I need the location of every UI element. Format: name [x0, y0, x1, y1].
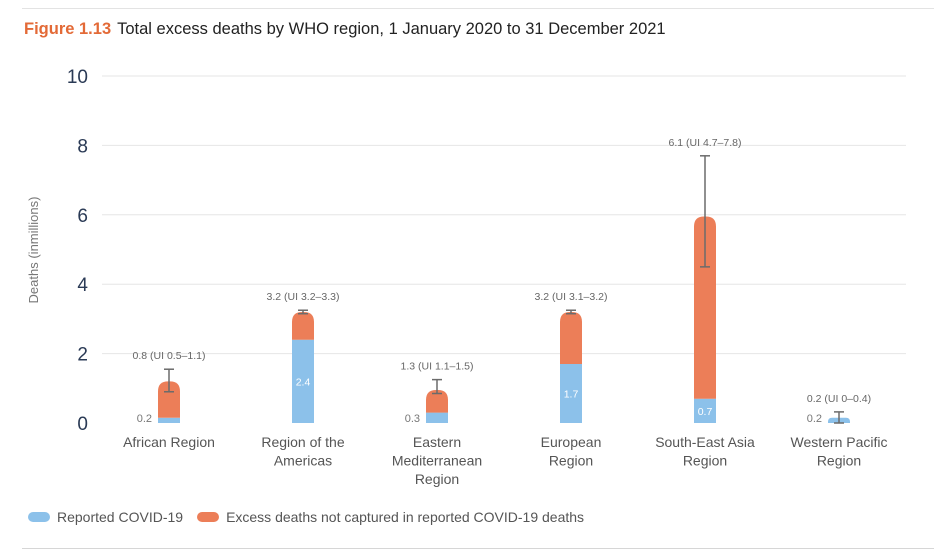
bar-excess [292, 311, 314, 340]
x-category-label: South-East Asia [655, 434, 755, 450]
y-tick-label: 4 [77, 275, 88, 296]
figure-title: Figure 1.13 Total excess deaths by WHO re… [24, 20, 666, 39]
legend-item-excess: Excess deaths not captured in reported C… [197, 509, 584, 525]
bar-excess [560, 311, 582, 365]
total-value-label: 3.2 (UI 3.2–3.3) [267, 291, 340, 303]
x-category-label: Mediterranean [392, 453, 482, 469]
total-value-label: 3.2 (UI 3.1–3.2) [535, 291, 608, 303]
legend-item-reported: Reported COVID-19 [28, 509, 183, 525]
reported-value-label: 0.2 [137, 413, 152, 425]
bar-reported [292, 339, 314, 423]
x-category-label: Region [415, 471, 459, 487]
reported-value-label: 1.7 [564, 389, 579, 401]
reported-value-label: 0.3 [405, 413, 420, 425]
reported-value-label: 0.7 [698, 406, 713, 418]
y-axis-label: Deaths (inmillions) [26, 197, 41, 304]
reported-value-label: 2.4 [296, 376, 311, 388]
reported-value-label: 0.2 [807, 413, 822, 425]
bar-excess [158, 381, 180, 418]
legend-label-reported: Reported COVID-19 [57, 509, 184, 525]
total-value-label: 6.1 (UI 4.7–7.8) [669, 137, 742, 149]
y-tick-label: 2 [77, 345, 88, 366]
x-category-label: African Region [123, 434, 215, 450]
x-category-label: Western Pacific [791, 434, 888, 450]
x-category-label: Region [549, 453, 593, 469]
total-value-label: 0.8 (UI 0.5–1.1) [133, 350, 206, 362]
total-value-label: 1.3 (UI 1.1–1.5) [401, 361, 474, 373]
legend-swatch-excess [197, 512, 220, 522]
bar-excess [694, 216, 716, 399]
bar-reported [694, 398, 716, 423]
figure-title-text: Total excess deaths by WHO region, 1 Jan… [117, 20, 666, 38]
x-category-label: European [541, 434, 602, 450]
x-category-label: Region [817, 453, 861, 469]
bottom-rule [22, 548, 934, 549]
figure-number: Figure 1.13 [24, 20, 112, 38]
top-rule [22, 8, 934, 9]
y-tick-label: 0 [77, 414, 88, 435]
bar-reported [158, 417, 180, 423]
y-tick-label: 6 [77, 206, 88, 227]
legend-swatch-reported [28, 512, 50, 522]
x-category-label: Americas [274, 453, 332, 469]
total-value-label: 0.2 (UI 0–0.4) [807, 393, 871, 405]
bar-excess [426, 390, 448, 413]
y-tick-label: 10 [67, 67, 88, 88]
legend: Reported COVID-19 Excess deaths not capt… [28, 509, 598, 525]
bar-reported [426, 412, 448, 423]
x-category-label: Eastern [413, 434, 461, 450]
y-tick-label: 8 [77, 136, 88, 157]
x-category-label: Region [683, 453, 727, 469]
legend-label-excess: Excess deaths not captured in reported C… [226, 509, 585, 525]
bar-reported [560, 364, 582, 423]
x-category-label: Region of the [261, 434, 344, 450]
